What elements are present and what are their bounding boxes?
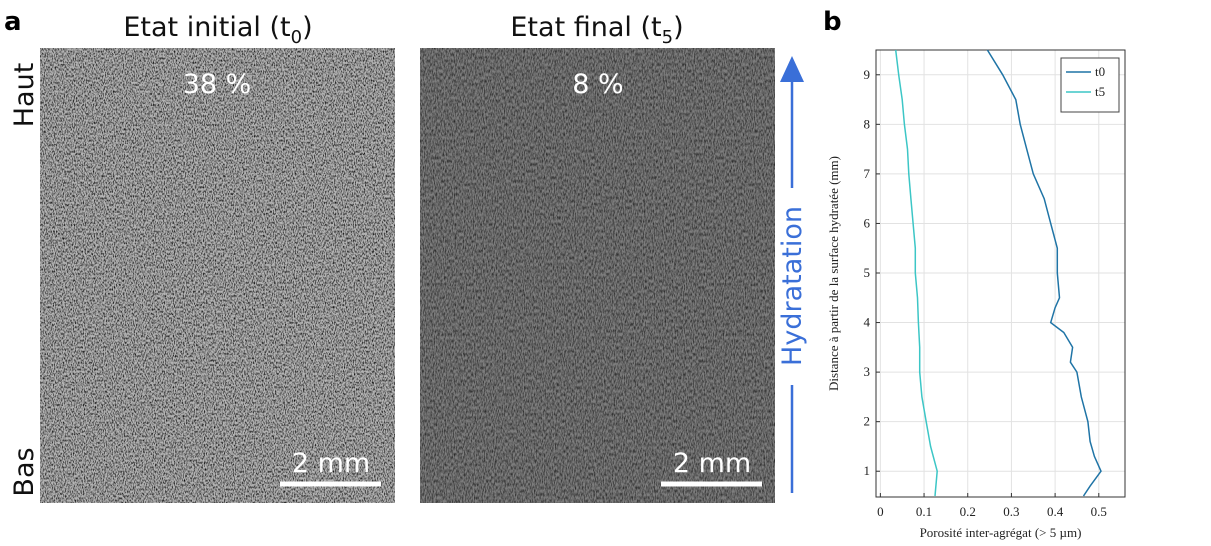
image-title: Etat initial (t0) (123, 12, 312, 48)
micrograph-texture (40, 48, 395, 503)
arrow-head (780, 56, 804, 82)
porosity-label: 38 % (183, 69, 252, 100)
y-axis-label: Distance à partir de la surface hydratée… (826, 156, 841, 391)
scale-label: 2 mm (673, 448, 751, 479)
y-tick-label: 5 (864, 265, 871, 280)
plot-frame (875, 49, 1126, 498)
line-chart: 0 0.1 0.2 0.3 0.4 0.5 1 2 3 4 5 6 7 8 9 Porosité inter-… (826, 49, 1126, 540)
porosity-label: 8 % (572, 69, 623, 100)
panel-label: a (4, 7, 22, 37)
legend-label: t0 (1095, 64, 1105, 79)
y-tick-label: 6 (864, 215, 871, 230)
x-axis-label: Porosité inter-agrégat (> 5 µm) (920, 525, 1082, 540)
x-tick-label: 0.4 (1047, 504, 1064, 519)
micrograph-texture (420, 48, 775, 503)
y-tick-label: 8 (864, 116, 871, 131)
x-tick-label: 0 (877, 504, 884, 519)
y-tick-label: 3 (864, 364, 871, 379)
x-tick-label: 0.1 (916, 504, 932, 519)
panel-label: b (823, 7, 842, 37)
y-tick-label: 7 (864, 166, 871, 181)
y-tick-label: 9 (864, 67, 871, 82)
y-tick-label: 4 (864, 315, 871, 330)
data-line (894, 49, 938, 497)
bottom-label: Bas (9, 447, 40, 496)
top-label: Haut (9, 63, 40, 128)
y-tick-label: 2 (864, 414, 871, 429)
image-title: Etat final (t5) (510, 12, 683, 48)
legend-label: t5 (1095, 84, 1105, 99)
scale-label: 2 mm (292, 448, 370, 479)
y-tick-label: 1 (864, 463, 871, 478)
data-line (986, 49, 1102, 497)
legend-box (1060, 57, 1120, 113)
arrow-label: Hydratation (777, 206, 808, 366)
x-tick-label: 0.5 (1091, 504, 1107, 519)
x-tick-label: 0.2 (960, 504, 976, 519)
x-tick-label: 0.3 (1003, 504, 1019, 519)
